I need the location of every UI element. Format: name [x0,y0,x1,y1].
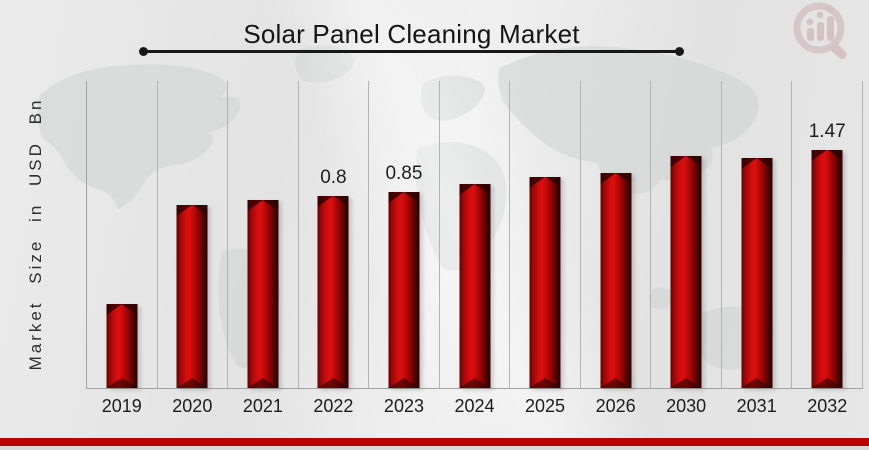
bar-column-2024: 2024 [440,81,511,416]
bar-top-bevel [247,200,279,211]
value-label-2032: 1.47 [808,121,846,142]
bar-column-2019: 2019 [87,81,158,416]
bar-bottom-bevel [106,378,138,388]
bar-2032 [811,150,843,388]
bar-top-bevel [811,150,843,161]
bar-column-2025: 2025 [510,81,581,416]
bar-top-bevel [459,184,490,195]
chart-title: Solar Panel Cleaning Market [243,19,580,49]
bar-2021 [247,200,279,388]
bar-column-2021: 2021 [228,81,299,416]
title-underline [139,47,684,56]
bar-bottom-bevel [600,378,632,388]
magnifying-glass-bar-chart-logo-icon [793,2,847,60]
x-tick-label-2022: 2022 [313,396,354,416]
bar-top-bevel [317,196,349,207]
bar-2022 [317,196,349,388]
bar-top-bevel [741,158,773,169]
value-label-2023: 0.85 [385,163,423,184]
bar-top-bevel [106,304,138,315]
x-tick-label-2020: 2020 [172,396,213,416]
bar-bottom-bevel [741,378,773,388]
bar-bottom-bevel [388,378,420,388]
value-label-2022: 0.8 [320,167,347,188]
bar-2026 [600,173,632,388]
bar-column-2023: 0.85 2023 [369,81,440,416]
bar-top-bevel [600,173,632,184]
x-tick-label-2031: 2031 [736,396,777,416]
bar-top-bevel [176,205,208,216]
x-tick-label-2032: 2032 [807,396,848,416]
bar-column-2032: 1.47 2032 [792,81,864,416]
bar-bottom-bevel [176,378,208,388]
bar-2020 [176,205,208,388]
x-tick-label-2025: 2025 [525,396,566,416]
bar-top-bevel [529,177,561,188]
bar-column-2020: 2020 [158,81,229,416]
bar-bottom-bevel [247,378,279,388]
bar-top-bevel [388,192,420,203]
x-tick-label-2023: 2023 [383,396,424,416]
footer-lower-strip [0,446,869,450]
bar-column-2026: 2026 [581,81,652,416]
bar-2031 [741,158,773,388]
bar-column-2022: 0.8 2022 [299,81,370,416]
bar-column-2030: 2030 [651,81,722,416]
bar-2024 [459,184,490,388]
bar-bottom-bevel [529,378,561,388]
bar-bottom-bevel [811,378,843,388]
y-axis-label: Market Size in USD Bn [26,97,45,371]
bar-bottom-bevel [670,378,702,388]
bar-2025 [529,177,561,388]
bar-bottom-bevel [459,378,490,388]
x-tick-label-2024: 2024 [454,396,495,416]
bar-2030 [670,156,702,388]
bar-bottom-bevel [317,378,349,388]
footer-accent-bar [0,438,869,446]
bar-column-2031: 2031 [722,81,793,416]
x-tick-label-2030: 2030 [666,396,707,416]
bar-2023 [388,192,420,388]
x-tick-label-2026: 2026 [595,396,636,416]
bar-top-bevel [670,156,702,167]
bar-2019 [106,304,138,388]
x-tick-label-2021: 2021 [242,396,283,416]
x-tick-label-2019: 2019 [101,396,142,416]
plot-area: 2019 2020 2021 0.8 2022 0.85 2023 2024 2025 2026 2… [86,81,864,416]
